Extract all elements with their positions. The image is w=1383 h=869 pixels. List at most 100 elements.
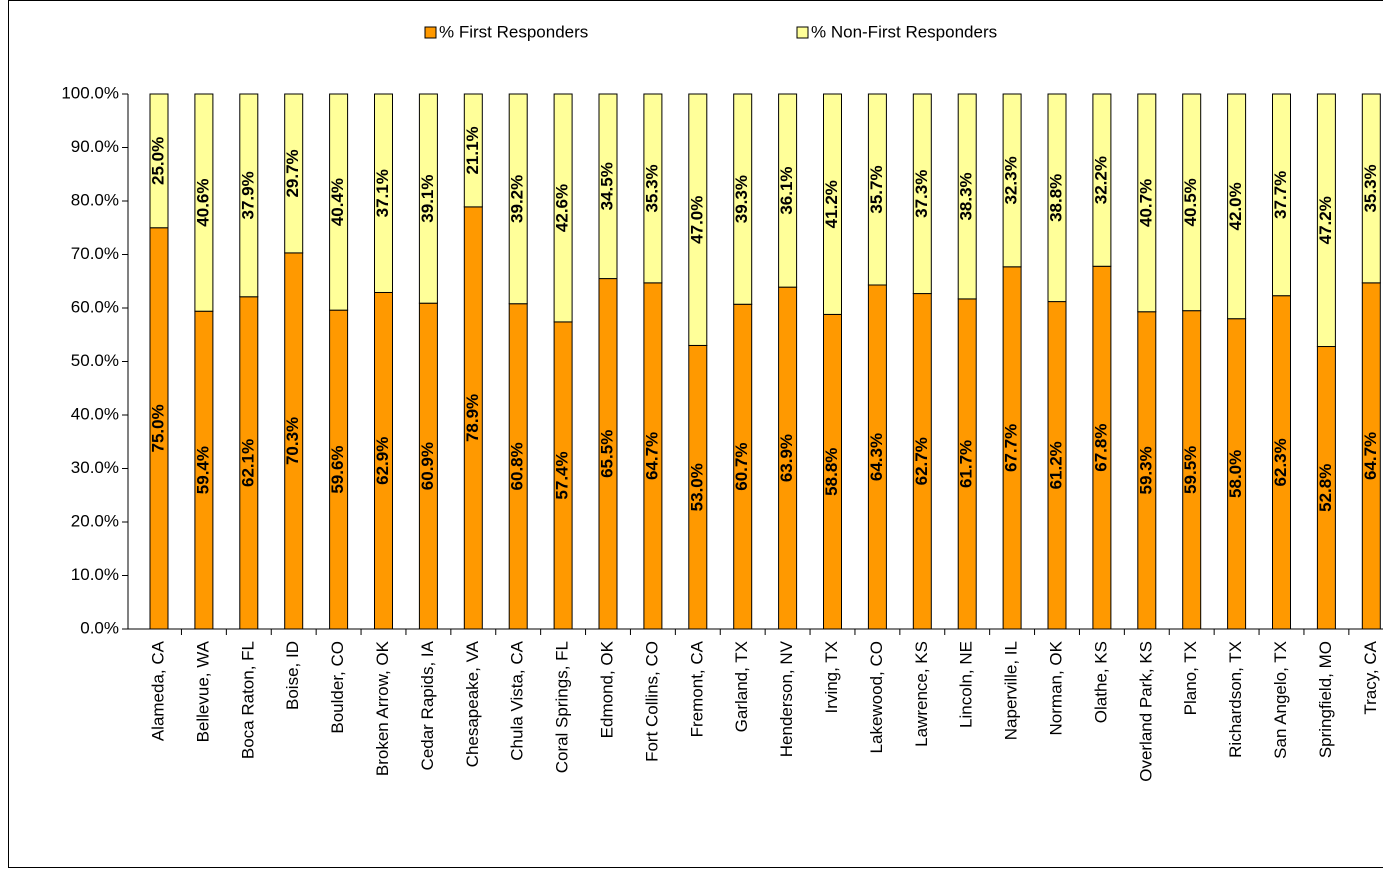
bar-segment [643, 93, 663, 284]
x-tick-label: Tracy, CA [1361, 640, 1380, 714]
y-tick-label: 90.0% [71, 137, 119, 156]
bar-segment [778, 93, 798, 288]
x-tick-label: Richardson, TX [1226, 641, 1245, 758]
bar-segment [598, 93, 618, 280]
y-tick-label: 40.0% [71, 404, 119, 423]
data-label: 35.7% [867, 165, 886, 213]
data-label: 62.1% [238, 439, 257, 487]
bar-segment [149, 93, 169, 229]
data-label: 62.7% [912, 437, 931, 485]
x-tick-label: Lakewood, CO [867, 641, 886, 753]
x-tick-label: Lawrence, KS [912, 641, 931, 747]
data-label: 64.7% [642, 432, 661, 480]
data-label: 59.5% [1181, 446, 1200, 494]
x-tick-label: Boca Raton, FL [238, 641, 257, 759]
x-tick-label: Coral Springs, FL [553, 641, 572, 773]
data-label: 67.8% [1091, 424, 1110, 472]
x-tick-label: Henderson, NV [777, 640, 796, 757]
data-label: 21.1% [463, 126, 482, 174]
bar-segment [329, 93, 349, 311]
bar-segment [418, 93, 438, 304]
bar-segment [1092, 93, 1112, 267]
data-label: 37.1% [373, 169, 392, 217]
data-label: 60.8% [508, 442, 527, 490]
bar-segment [733, 93, 753, 305]
x-tick-label: Naperville, IL [1002, 641, 1021, 740]
data-label: 47.2% [1316, 196, 1335, 244]
x-tick-label: Boulder, CO [328, 641, 347, 734]
data-label: 58.8% [822, 448, 841, 496]
data-label: 47.0% [687, 196, 706, 244]
data-label: 37.3% [912, 170, 931, 218]
y-tick-label: 10.0% [71, 565, 119, 584]
bar-segment [957, 93, 977, 300]
x-tick-label: Alameda, CA [148, 640, 167, 741]
data-label: 59.3% [1136, 446, 1155, 494]
data-label: 32.2% [1091, 156, 1110, 204]
legend-swatch [796, 26, 809, 39]
x-tick-label: Cedar Rapids, IA [418, 640, 437, 770]
bar-segment [1272, 93, 1291, 297]
y-tick-label: 60.0% [71, 297, 119, 316]
bar-segment [1002, 93, 1022, 268]
bar-segment [374, 93, 393, 293]
data-label: 38.3% [957, 172, 976, 220]
x-tick-label: Chula Vista, CA [508, 640, 527, 760]
data-label: 29.7% [283, 149, 302, 197]
data-label: 70.3% [283, 417, 302, 465]
data-label: 59.6% [328, 445, 347, 493]
legend-swatch [424, 26, 437, 39]
data-label: 39.1% [418, 174, 437, 222]
data-label: 53.0% [687, 463, 706, 511]
bar-segment [688, 93, 708, 346]
x-tick-label: Overland Park, KS [1136, 641, 1155, 782]
data-label: 25.0% [148, 137, 167, 185]
y-tick-label: 20.0% [71, 511, 119, 530]
data-label: 42.6% [553, 184, 572, 232]
data-label: 59.4% [193, 446, 212, 494]
data-label: 39.3% [732, 175, 751, 223]
data-label: 37.7% [1271, 171, 1290, 219]
legend-label: % First Responders [439, 22, 588, 41]
data-label: 62.9% [373, 437, 392, 485]
data-label: 39.2% [508, 175, 527, 223]
y-tick-label: 50.0% [71, 351, 119, 370]
data-label: 38.8% [1046, 174, 1065, 222]
bar-segment [1047, 93, 1067, 303]
data-label: 40.7% [1136, 179, 1155, 227]
x-tick-label: Boise, ID [283, 641, 302, 710]
y-tick-label: 0.0% [80, 618, 119, 637]
data-label: 60.9% [418, 442, 437, 490]
bar-segment [1182, 93, 1202, 312]
data-label: 35.3% [642, 164, 661, 212]
bar-segment [823, 93, 842, 315]
data-label: 57.4% [553, 451, 572, 499]
data-label: 40.5% [1181, 178, 1200, 226]
x-tick-label: Edmond, OK [597, 640, 616, 738]
data-label: 58.0% [1226, 450, 1245, 498]
data-label: 64.3% [867, 433, 886, 481]
bar-segment [1137, 93, 1157, 313]
bar-segment [1316, 93, 1336, 348]
bar-segment [284, 93, 304, 254]
bar-segment [912, 93, 932, 295]
x-tick-label: Fort Collins, CO [642, 641, 661, 762]
x-tick-label: Springfield, MO [1316, 641, 1335, 758]
data-label: 65.5% [597, 430, 616, 478]
data-label: 35.3% [1361, 164, 1380, 212]
data-label: 42.0% [1226, 182, 1245, 230]
x-tick-label: Broken Arrow, OK [373, 640, 392, 776]
y-tick-label: 70.0% [71, 244, 119, 263]
x-tick-label: Lincoln, NE [957, 641, 976, 728]
x-tick-label: Chesapeake, VA [463, 640, 482, 767]
data-label: 61.2% [1046, 441, 1065, 489]
data-label: 52.8% [1316, 464, 1335, 512]
bar-segment [194, 93, 214, 312]
bar-segment [553, 93, 573, 323]
x-tick-label: Bellevue, WA [193, 640, 212, 742]
data-label: 61.7% [957, 440, 976, 488]
x-tick-label: San Angelo, TX [1271, 641, 1290, 759]
data-label: 36.1% [777, 166, 796, 214]
y-tick-label: 80.0% [71, 190, 119, 209]
